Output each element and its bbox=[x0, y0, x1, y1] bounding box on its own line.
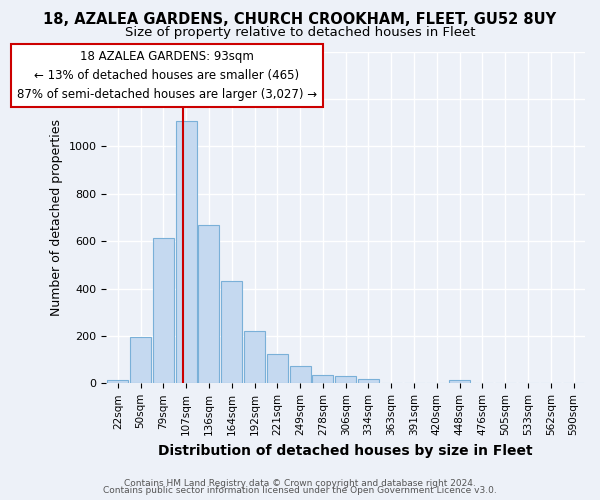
Bar bbox=[176, 122, 197, 384]
Text: Contains public sector information licensed under the Open Government Licence v3: Contains public sector information licen… bbox=[103, 486, 497, 495]
Text: 18, AZALEA GARDENS, CHURCH CROOKHAM, FLEET, GU52 8UY: 18, AZALEA GARDENS, CHURCH CROOKHAM, FLE… bbox=[43, 12, 557, 28]
Text: Contains HM Land Registry data © Crown copyright and database right 2024.: Contains HM Land Registry data © Crown c… bbox=[124, 478, 476, 488]
Text: Size of property relative to detached houses in Fleet: Size of property relative to detached ho… bbox=[125, 26, 475, 39]
Bar bbox=[130, 337, 151, 384]
Bar bbox=[244, 331, 265, 384]
Bar bbox=[107, 380, 128, 384]
Bar bbox=[199, 224, 220, 384]
Bar bbox=[290, 366, 311, 384]
Bar bbox=[221, 282, 242, 384]
Bar bbox=[449, 380, 470, 384]
Bar bbox=[335, 376, 356, 384]
Bar bbox=[358, 378, 379, 384]
Y-axis label: Number of detached properties: Number of detached properties bbox=[50, 119, 63, 316]
Bar bbox=[267, 354, 288, 384]
Text: 18 AZALEA GARDENS: 93sqm
← 13% of detached houses are smaller (465)
87% of semi-: 18 AZALEA GARDENS: 93sqm ← 13% of detach… bbox=[17, 50, 317, 100]
Bar bbox=[153, 238, 174, 384]
Bar bbox=[313, 375, 334, 384]
X-axis label: Distribution of detached houses by size in Fleet: Distribution of detached houses by size … bbox=[158, 444, 533, 458]
